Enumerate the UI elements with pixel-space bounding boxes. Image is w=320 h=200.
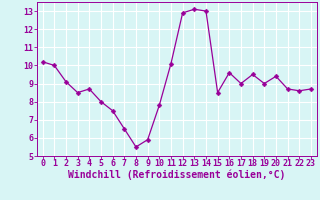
X-axis label: Windchill (Refroidissement éolien,°C): Windchill (Refroidissement éolien,°C) — [68, 170, 285, 180]
